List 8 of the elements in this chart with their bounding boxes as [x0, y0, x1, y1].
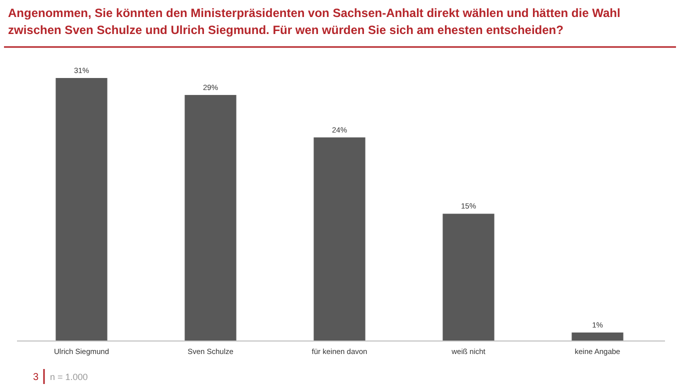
text: n = 1.000	[50, 372, 88, 382]
bar	[442, 214, 494, 341]
text: 3	[33, 372, 39, 383]
bar	[572, 332, 624, 341]
chart-title: Angenommen, Sie könnten den Ministerpräsidenten von Sachsen-Anhalt direkt wählen und hätten die Wahl zwischen Sven Schulze und Ulrich Siegmund. Für wen würden Sie sich am ehesten entscheiden?	[8, 6, 620, 37]
bar	[184, 94, 236, 341]
bar	[314, 137, 366, 341]
bar	[56, 78, 108, 341]
